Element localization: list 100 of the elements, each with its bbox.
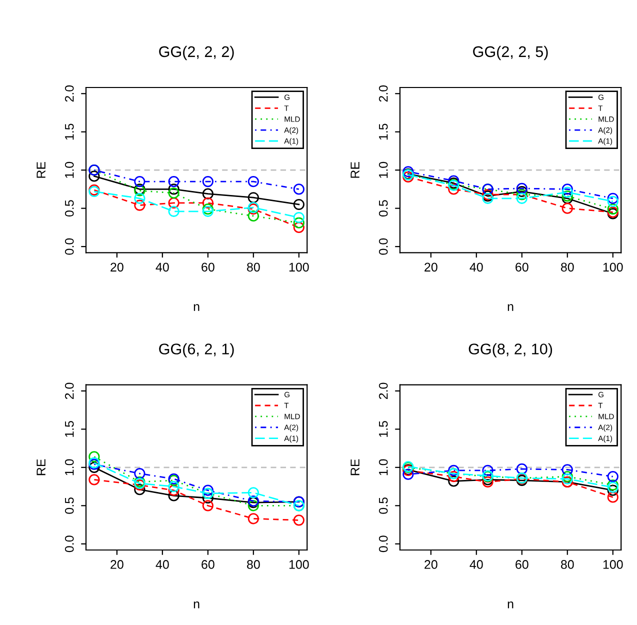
- point: [293, 198, 304, 210]
- point: [168, 206, 180, 217]
- y-tick-label: 1.5: [379, 124, 388, 140]
- chart-title: GG(2, 2, 2): [159, 46, 234, 60]
- point: [448, 184, 460, 195]
- point: [607, 482, 618, 493]
- point: [202, 197, 214, 209]
- point: [607, 471, 618, 482]
- point: [168, 184, 180, 195]
- y-axis-title: RE: [36, 162, 46, 178]
- point: [202, 188, 214, 200]
- point: [134, 484, 146, 496]
- point: [607, 192, 618, 204]
- y-tick-label: 0.0: [64, 238, 74, 255]
- y-tick-label: 0.0: [378, 536, 388, 552]
- point: [448, 471, 460, 482]
- point: [293, 184, 304, 195]
- point: [248, 500, 259, 512]
- y-tick-label: 2.0: [64, 85, 74, 102]
- point: [134, 200, 146, 211]
- y-tick-label: 0.5: [378, 200, 388, 217]
- point: [293, 212, 304, 224]
- point: [562, 202, 573, 214]
- point: [293, 514, 304, 526]
- point: [168, 197, 180, 209]
- point: [607, 196, 618, 207]
- chart-title: GG(8, 2, 10): [468, 343, 552, 358]
- y-tick-label: 1.0: [378, 162, 388, 178]
- x-tick-label: 40: [156, 262, 169, 272]
- point: [168, 176, 180, 188]
- x-tick-label: 60: [516, 560, 528, 569]
- x-tick-label: 100: [289, 262, 309, 272]
- y-tick-label: 2.0: [378, 85, 388, 102]
- y-axis-title: RE: [36, 459, 46, 476]
- point: [134, 468, 146, 480]
- point: [248, 513, 259, 524]
- point: [202, 492, 214, 504]
- y-tick-label: 2.0: [378, 382, 388, 399]
- x-tick-label: 80: [560, 262, 574, 272]
- point: [202, 176, 214, 188]
- x-tick-label: 40: [470, 560, 483, 569]
- point: [562, 464, 573, 476]
- x-axis-title: n: [508, 601, 514, 608]
- point: [402, 468, 414, 480]
- y-tick-label: 2.0: [64, 382, 74, 399]
- point: [448, 175, 460, 186]
- point: [202, 484, 214, 496]
- point: [168, 484, 180, 496]
- point: [293, 217, 304, 228]
- y-axis-title: RE: [350, 459, 360, 476]
- y-tick-label: 1.5: [379, 421, 388, 437]
- point: [248, 176, 259, 188]
- point: [168, 187, 180, 199]
- y-tick-label: 0.5: [378, 497, 388, 514]
- chart-title: GG(6, 2, 1): [159, 343, 234, 358]
- y-tick-label: 1.0: [64, 459, 74, 476]
- y-tick-label: 1.0: [64, 162, 74, 178]
- x-tick-label: 60: [202, 262, 214, 272]
- y-tick-label: 0.0: [64, 536, 74, 552]
- x-tick-label: 60: [516, 262, 528, 272]
- point: [516, 192, 528, 204]
- y-tick-label: 0.0: [378, 238, 388, 255]
- point: [516, 186, 528, 198]
- x-tick-label: 40: [156, 560, 169, 569]
- y-tick-label: 1.5: [65, 124, 74, 140]
- point: [88, 462, 100, 473]
- point: [293, 222, 304, 233]
- x-axis-title: n: [194, 601, 200, 608]
- x-tick-label: 20: [110, 560, 124, 569]
- point: [202, 500, 214, 512]
- point: [448, 476, 460, 487]
- x-tick-label: 40: [470, 262, 483, 272]
- x-tick-label: 60: [202, 560, 214, 569]
- x-tick-label: 80: [247, 262, 260, 272]
- point: [134, 176, 146, 188]
- point: [88, 451, 100, 462]
- point: [607, 479, 618, 491]
- x-tick-label: 80: [560, 560, 574, 569]
- point: [562, 184, 573, 195]
- x-tick-label: 100: [603, 262, 623, 272]
- y-tick-label: 0.5: [64, 497, 74, 514]
- point: [516, 463, 528, 474]
- point: [248, 210, 259, 222]
- point: [607, 484, 618, 496]
- point: [607, 204, 618, 215]
- x-axis-title: n: [508, 304, 514, 311]
- x-tick-label: 20: [424, 262, 438, 272]
- point: [134, 192, 146, 204]
- point: [248, 192, 259, 204]
- chart-title: GG(2, 2, 5): [473, 46, 548, 60]
- x-tick-label: 20: [110, 262, 124, 272]
- x-tick-label: 20: [424, 560, 438, 569]
- point: [88, 474, 100, 486]
- point: [168, 490, 180, 502]
- point: [88, 170, 100, 182]
- point: [562, 186, 573, 198]
- point: [402, 171, 414, 183]
- x-tick-label: 100: [289, 560, 309, 569]
- point: [448, 464, 460, 476]
- y-axis-title: RE: [350, 162, 360, 178]
